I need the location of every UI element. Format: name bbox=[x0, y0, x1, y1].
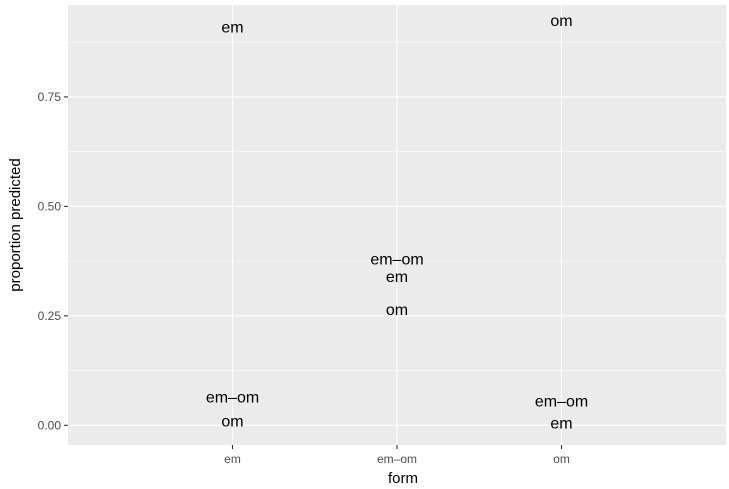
x-tick-label: em–om bbox=[377, 452, 417, 466]
data-point-label: em–om bbox=[535, 394, 588, 411]
data-point-label: em bbox=[550, 416, 572, 433]
data-point-label: om bbox=[550, 13, 572, 30]
data-point-label: em bbox=[386, 269, 408, 286]
y-tick-label: 0.00 bbox=[38, 418, 62, 432]
data-point-label: om bbox=[386, 302, 408, 319]
x-tick-label: om bbox=[553, 452, 570, 466]
major-gridlines bbox=[68, 5, 726, 445]
x-axis-title: form bbox=[388, 470, 418, 487]
data-point-label: em–om bbox=[370, 251, 423, 268]
y-axis-title: proportion predicted bbox=[7, 158, 24, 291]
x-axis: em em–om om bbox=[224, 445, 570, 466]
data-point-label: em bbox=[221, 19, 243, 36]
y-tick-label: 0.75 bbox=[38, 90, 62, 104]
y-axis: 0.00 0.25 0.50 0.75 bbox=[38, 90, 68, 432]
y-tick-label: 0.25 bbox=[38, 309, 62, 323]
data-point-label: em–om bbox=[206, 389, 259, 406]
data-point-label: om bbox=[221, 413, 243, 430]
x-tick-label: em bbox=[224, 452, 241, 466]
y-tick-label: 0.50 bbox=[38, 199, 62, 213]
